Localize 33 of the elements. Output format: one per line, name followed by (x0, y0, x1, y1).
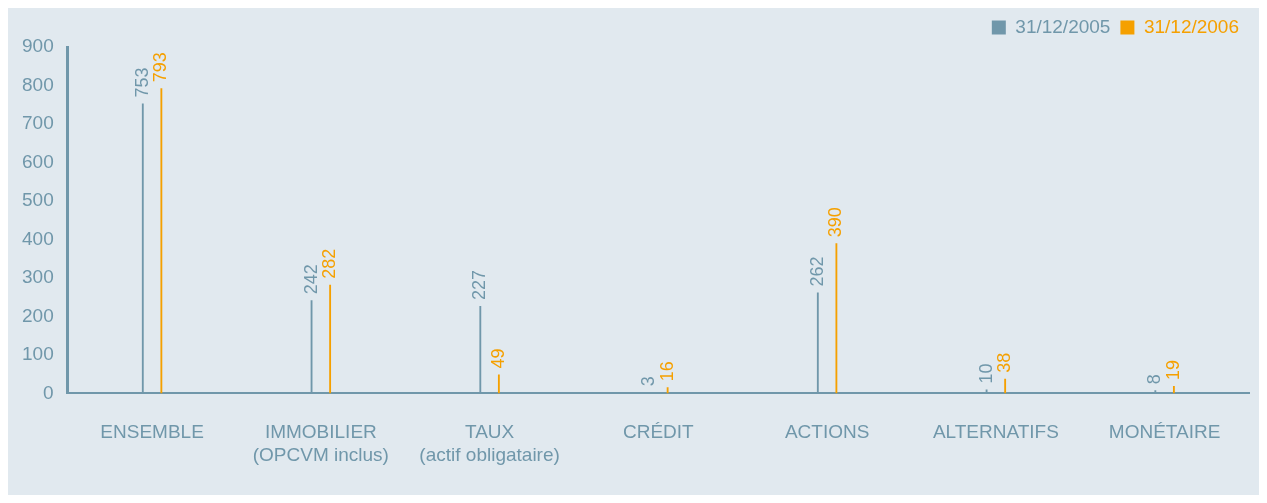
data-label: 390 (825, 207, 846, 238)
data-label: 10 (975, 363, 996, 384)
data-label: 262 (806, 256, 827, 287)
y-tick-label: 300 (22, 266, 54, 288)
data-label: 753 (131, 67, 152, 98)
x-tick-label: IMMOBILIER (OPCVM inclus) (252, 421, 389, 465)
legend-label: 31/12/2005 (1015, 15, 1111, 37)
y-tick-label: 700 (22, 112, 54, 134)
y-tick-label: 400 (22, 227, 54, 249)
y-tick-label: 0 (43, 381, 54, 403)
data-label: 3 (638, 376, 659, 387)
data-label: 793 (150, 52, 171, 83)
data-label: 19 (1162, 360, 1183, 381)
data-label: 227 (469, 269, 490, 301)
y-tick-label: 100 (22, 343, 54, 365)
y-tick-label: 800 (22, 73, 54, 95)
x-tick-label: ENSEMBLE (100, 421, 204, 443)
y-tick-label: 900 (22, 35, 54, 57)
data-label: 49 (487, 348, 508, 369)
x-tick-label: TAUX (actif obligataire) (419, 421, 560, 465)
x-tick-label: ACTIONS (784, 421, 870, 443)
data-label: 8 (1144, 374, 1165, 385)
data-label: 282 (319, 248, 340, 279)
legend-label: 31/12/2006 (1143, 15, 1239, 37)
data-label: 38 (994, 352, 1015, 373)
y-tick-label: 200 (22, 304, 54, 326)
x-tick-label: CRÉDIT (622, 421, 695, 443)
data-label: 242 (300, 264, 321, 295)
y-tick-label: 500 (22, 189, 54, 211)
x-tick-label: ALTERNATIFS (932, 421, 1059, 443)
data-label: 16 (656, 361, 677, 382)
y-tick-label: 600 (22, 150, 54, 172)
x-tick-label: MONÉTAIRE (1108, 421, 1221, 443)
